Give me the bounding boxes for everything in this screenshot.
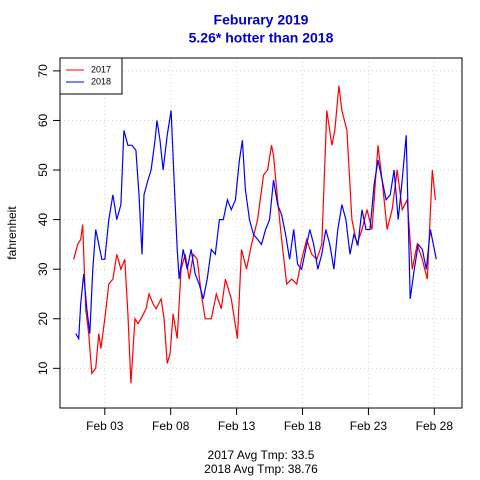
y-tick-label: 60 bbox=[36, 113, 50, 127]
x-tick-label: Feb 13 bbox=[218, 419, 256, 433]
y-tick-label: 50 bbox=[36, 163, 50, 177]
series-line bbox=[73, 85, 436, 384]
chart-title: Feburary 2019 bbox=[214, 12, 309, 28]
y-axis-label: fahrenheit bbox=[5, 206, 19, 260]
series-line bbox=[75, 110, 437, 341]
x-tick-label: Feb 28 bbox=[416, 419, 454, 433]
y-tick-label: 30 bbox=[36, 262, 50, 276]
y-tick-label: 20 bbox=[36, 312, 50, 326]
plot-frame bbox=[59, 57, 463, 409]
legend: 2017 2018 bbox=[59, 57, 123, 95]
y-tick-label: 40 bbox=[36, 213, 50, 227]
x-tick-label: Feb 08 bbox=[152, 419, 190, 433]
annotation: 2018 Avg Tmp: 38.76 bbox=[204, 462, 318, 476]
x-tick-label: Feb 23 bbox=[350, 419, 388, 433]
legend-label: 2018 bbox=[91, 76, 111, 86]
annotation: 2017 Avg Tmp: 33.5 bbox=[208, 448, 315, 462]
x-tick-label: Feb 03 bbox=[86, 419, 124, 433]
chart-subtitle: 5.26* hotter than 2018 bbox=[189, 30, 334, 46]
legend-box bbox=[59, 57, 123, 95]
x-tick-label: Feb 18 bbox=[284, 419, 322, 433]
y-tick-label: 70 bbox=[36, 64, 50, 78]
y-tick-label: 10 bbox=[36, 361, 50, 375]
legend-label: 2017 bbox=[91, 64, 111, 74]
